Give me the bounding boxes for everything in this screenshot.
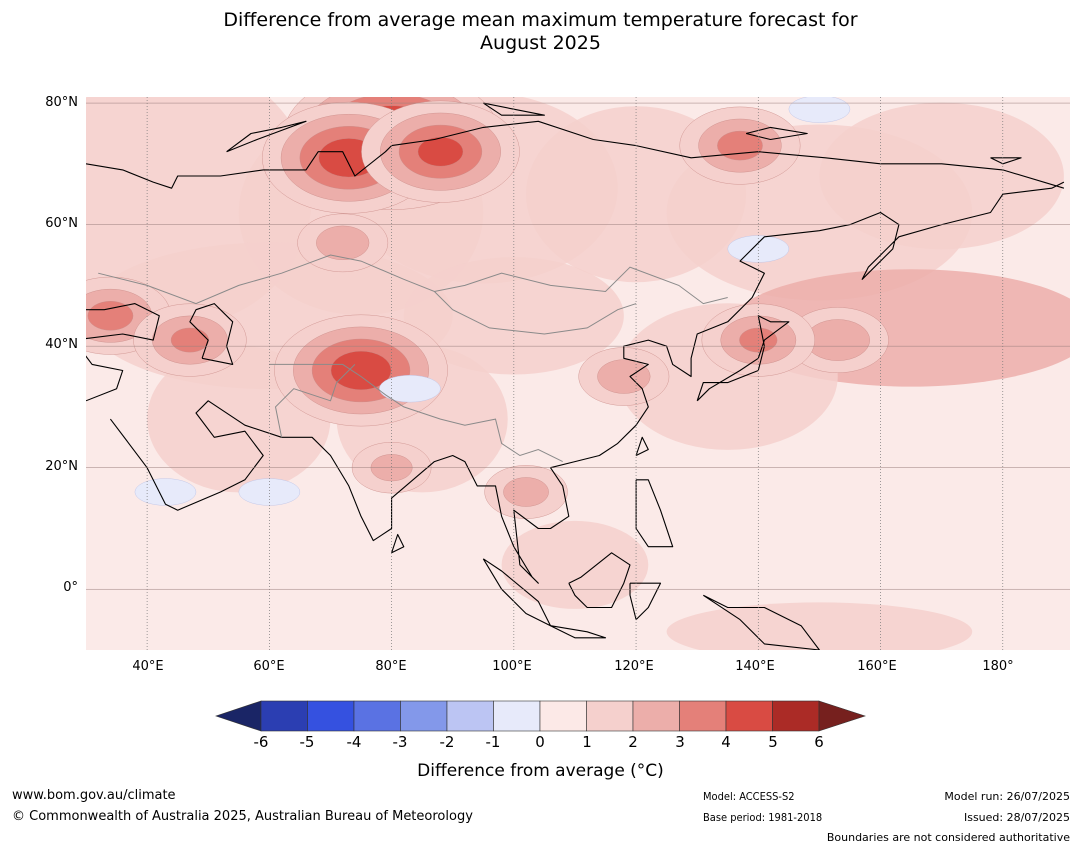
- colorbar-swatch: [493, 700, 541, 732]
- coastline: [702, 594, 820, 650]
- colorbar-tick-m3: -3: [392, 733, 408, 751]
- anomaly-region-broad: [819, 102, 1064, 250]
- lat-label-40n: 40°N: [45, 337, 78, 352]
- colorbar-tick-m2: -2: [439, 733, 455, 751]
- map-title-line2: August 2025: [480, 32, 601, 54]
- colorbar-swatch: [725, 700, 773, 732]
- map-title-line1: Difference from average mean maximum tem…: [223, 9, 858, 31]
- coastline: [86, 303, 160, 402]
- anomaly-contour: [87, 301, 134, 331]
- colorbar-swatch: [446, 700, 494, 732]
- colorbar-swatch: [400, 700, 448, 732]
- coastline: [482, 102, 545, 116]
- anomaly-contour: [503, 477, 549, 507]
- colorbar-label: Difference from average (°C): [417, 761, 664, 781]
- country-border: [274, 364, 356, 438]
- colorbar-tick-m1: -1: [485, 733, 501, 751]
- anomaly-region-broad: [666, 602, 973, 650]
- lon-label-140e: 140°E: [735, 659, 775, 674]
- anomaly-contour: [170, 327, 209, 353]
- colorbar-tick-1: 1: [582, 733, 592, 751]
- coastline: [635, 436, 649, 456]
- footer-model-run: Model run: 26/07/2025: [944, 790, 1070, 803]
- colorbar-extend-low: [215, 700, 262, 732]
- colorbar-swatch: [353, 700, 401, 732]
- coastline: [629, 582, 662, 621]
- anomaly-region-broad: [501, 520, 649, 609]
- colorbar-tick-6: 6: [814, 733, 824, 751]
- lon-label-160e: 160°E: [857, 659, 897, 674]
- coastline: [391, 533, 405, 554]
- colorbar: [215, 700, 866, 732]
- lat-label-0: 0°: [63, 580, 78, 595]
- lon-label-100e: 100°E: [492, 659, 532, 674]
- colorbar-tick-3: 3: [675, 733, 685, 751]
- coastline: [635, 479, 674, 548]
- anomaly-contour: [417, 136, 464, 167]
- lon-label-40e: 40°E: [132, 659, 164, 674]
- coastline: [696, 315, 790, 402]
- anomaly-contour: [330, 350, 392, 391]
- lat-label-80n: 80°N: [45, 95, 78, 110]
- colorbar-swatch: [539, 700, 587, 732]
- colorbar-swatch: [772, 700, 820, 732]
- anomaly-contour: [597, 359, 651, 394]
- colorbar-swatch: [679, 700, 727, 732]
- map-plot-area: [86, 97, 1070, 650]
- cool-anomaly-region: [788, 97, 851, 123]
- colorbar-extend-high: [818, 700, 866, 732]
- colorbar-tick-m6: -6: [253, 733, 269, 751]
- coastline: [745, 126, 808, 141]
- coastline: [226, 120, 307, 153]
- cool-anomaly-region: [238, 478, 301, 506]
- cool-anomaly-region: [727, 235, 790, 263]
- coastline: [568, 552, 631, 609]
- colorbar-swatch: [586, 700, 634, 732]
- coastline: [109, 181, 1065, 584]
- colorbar-swatch: [260, 700, 308, 732]
- colorbar-tick-2: 2: [628, 733, 638, 751]
- cool-anomaly-region: [134, 478, 197, 506]
- map-title: Difference from average mean maximum tem…: [0, 9, 1081, 55]
- colorbar-tick-5: 5: [768, 733, 778, 751]
- lon-label-60e: 60°E: [253, 659, 285, 674]
- footer-base-period: Base period: 1981-2018: [703, 811, 823, 824]
- colorbar-tick-0: 0: [535, 733, 545, 751]
- colorbar-tick-m4: -4: [346, 733, 362, 751]
- anomaly-contour: [805, 319, 870, 361]
- footer-model: Model: ACCESS-S2: [703, 790, 795, 803]
- cool-anomaly-region: [379, 375, 441, 403]
- footer-website-link[interactable]: www.bom.gov.au/climate: [12, 788, 176, 803]
- country-border: [434, 291, 637, 335]
- graticule: [86, 97, 1070, 650]
- coastline: [990, 157, 1022, 165]
- colorbar-swatch: [632, 700, 680, 732]
- anomaly-contour: [316, 225, 370, 260]
- footer-disclaimer: Boundaries are not considered authoritat…: [826, 831, 1070, 844]
- colorbar-tick-m5: -5: [299, 733, 315, 751]
- coastline: [189, 303, 234, 365]
- footer-issued: Issued: 28/07/2025: [963, 811, 1070, 824]
- lat-label-20n: 20°N: [45, 459, 78, 474]
- country-border: [269, 363, 563, 463]
- colorbar-tick-4: 4: [721, 733, 731, 751]
- colorbar-swatch: [307, 700, 355, 732]
- anomaly-shading: [86, 97, 1070, 650]
- lon-label-180: 180°: [982, 659, 1014, 674]
- lon-label-120e: 120°E: [614, 659, 654, 674]
- coastline: [550, 625, 607, 639]
- footer-copyright: © Commonwealth of Australia 2025, Austra…: [12, 809, 473, 824]
- lon-label-80e: 80°E: [375, 659, 407, 674]
- lat-label-60n: 60°N: [45, 216, 78, 231]
